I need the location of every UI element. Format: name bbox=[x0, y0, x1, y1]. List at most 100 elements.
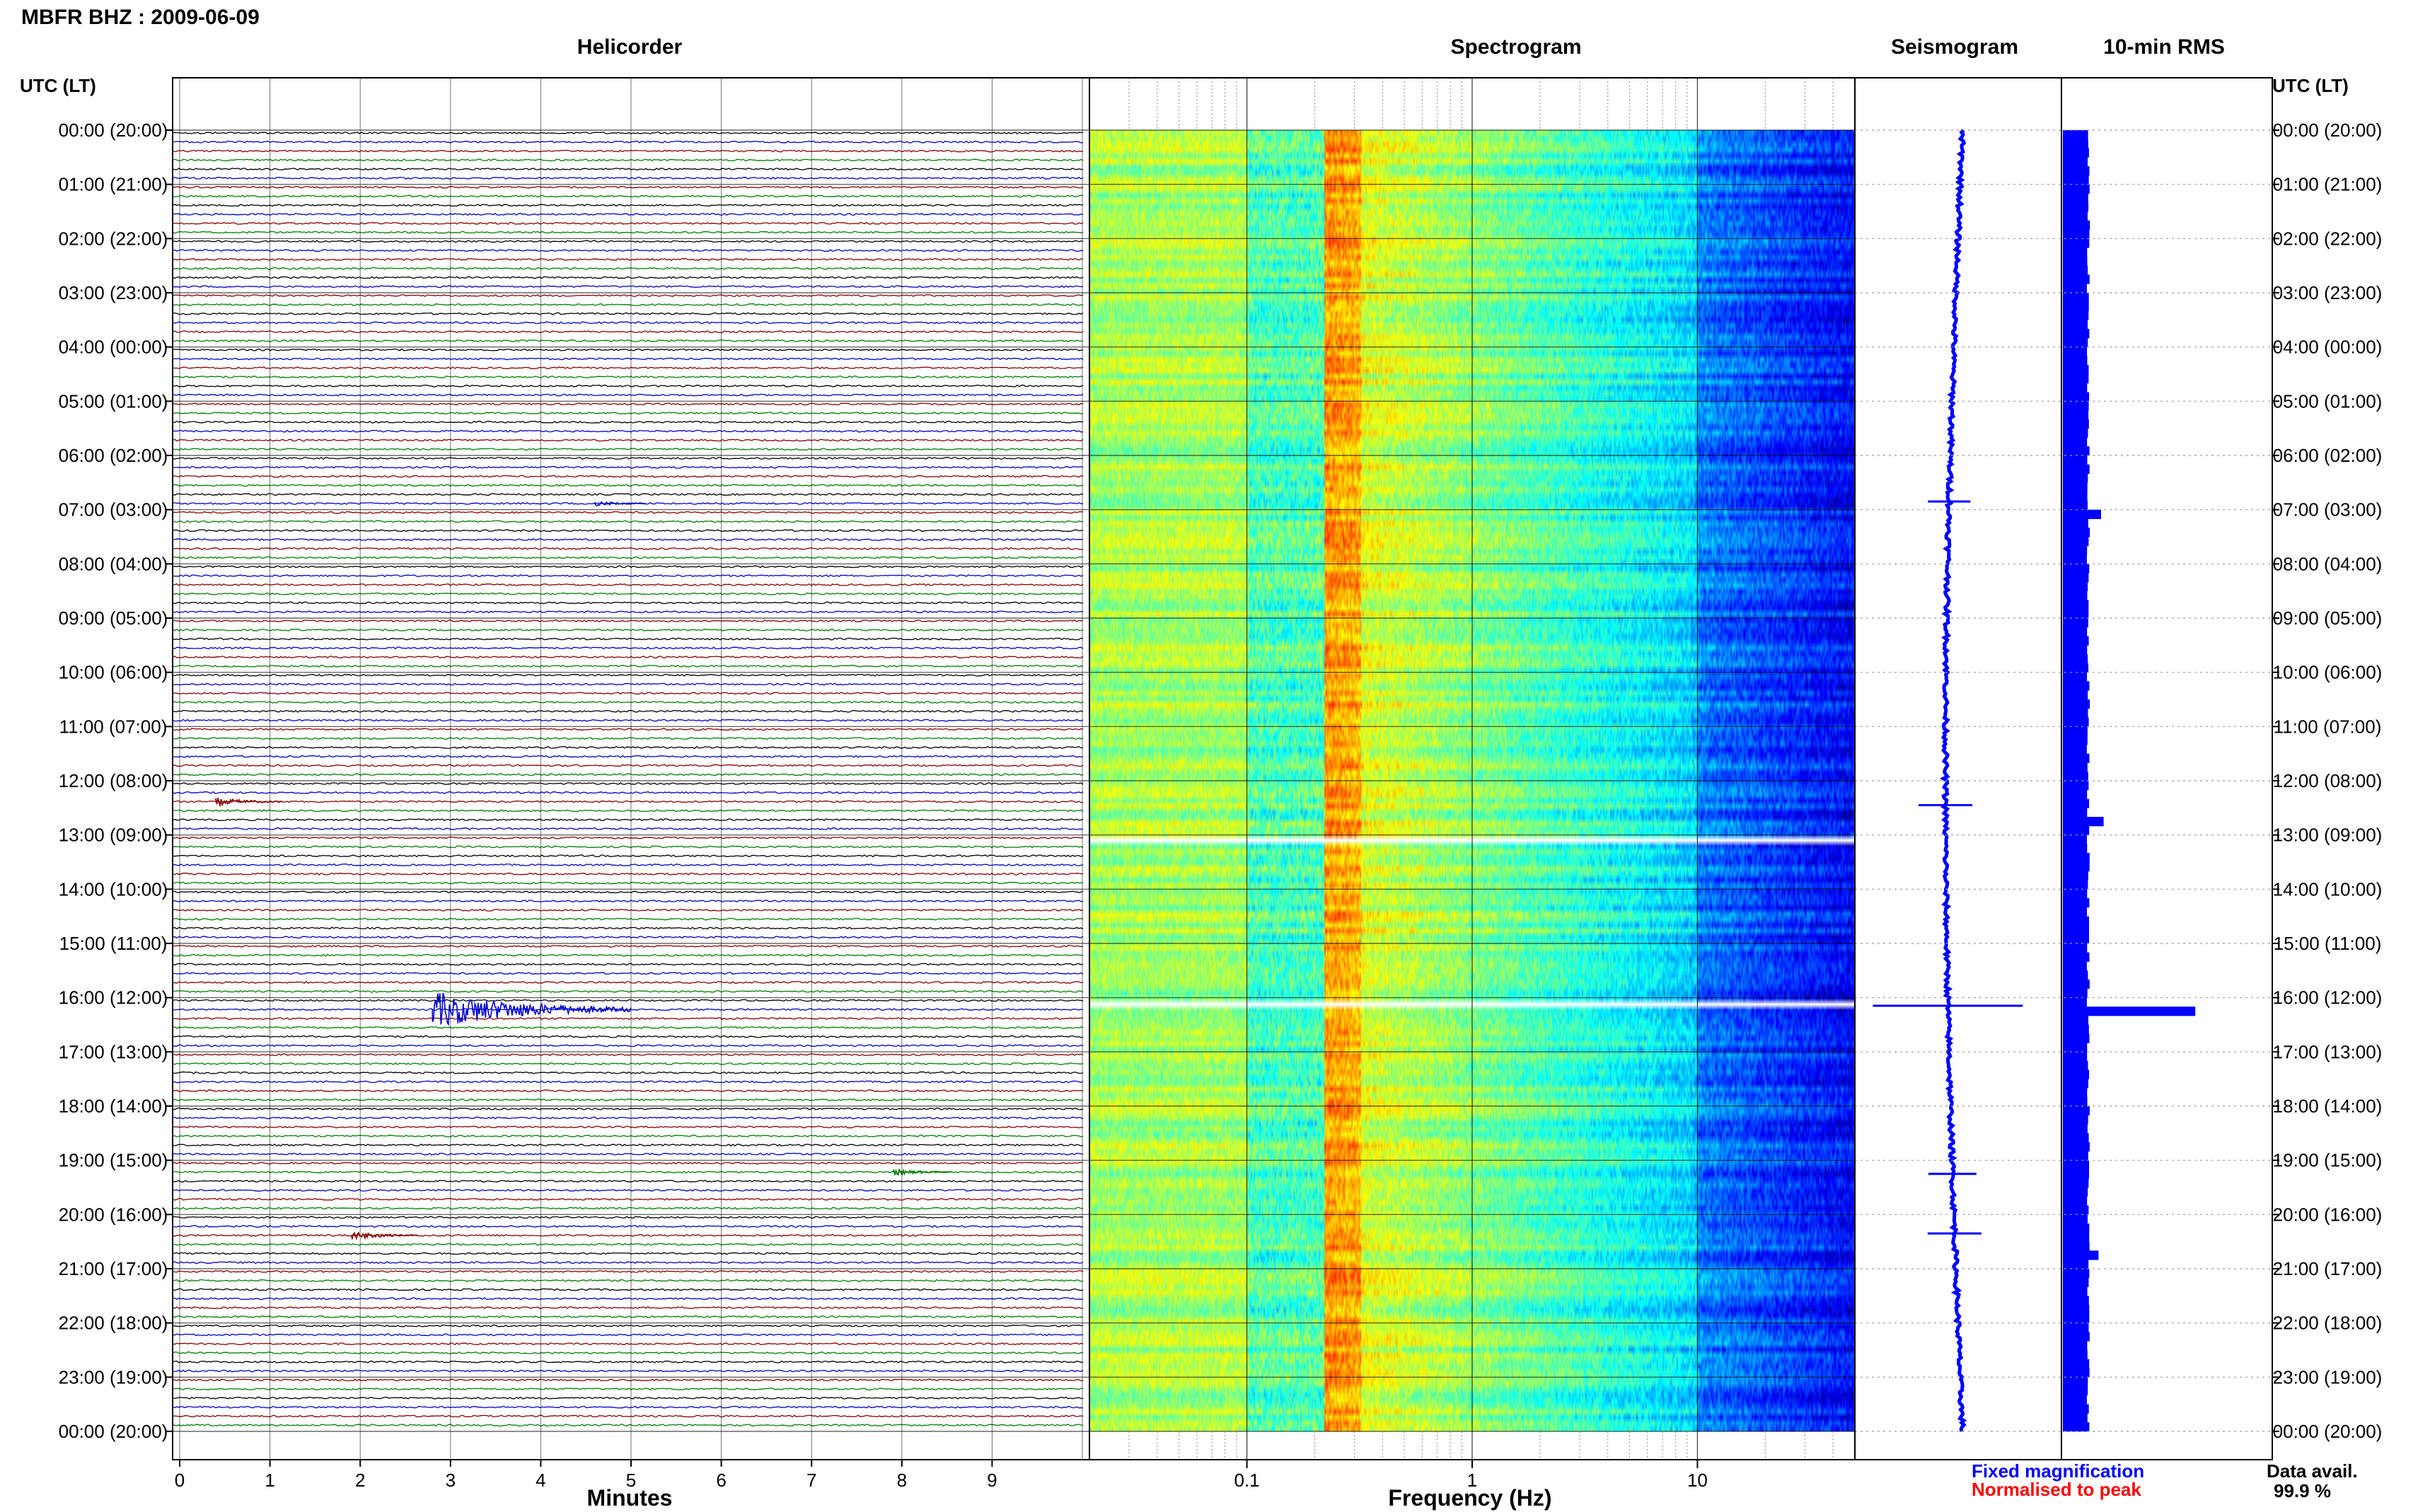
trace-row bbox=[172, 745, 1084, 749]
rms-bar bbox=[2063, 997, 2087, 1007]
rms-bar bbox=[2063, 356, 2088, 366]
trace-row bbox=[172, 881, 1084, 885]
trace-row bbox=[173, 1424, 1084, 1427]
rms-bar bbox=[2063, 591, 2088, 600]
rms-bar bbox=[2063, 1386, 2088, 1396]
trace-row bbox=[172, 728, 1084, 731]
y-tick-label-right: 01:00 (21:00) bbox=[2273, 174, 2383, 195]
trace-row bbox=[172, 168, 1084, 171]
trace-row bbox=[172, 565, 1084, 569]
y-tick-label-right: 03:00 (23:00) bbox=[2273, 282, 2383, 303]
rms-bar bbox=[2063, 907, 2087, 917]
trace-row bbox=[172, 376, 1084, 378]
rms-bar bbox=[2063, 392, 2090, 402]
rms-bar bbox=[2063, 238, 2090, 248]
station-title: MBFR BHZ : 2009-06-09 bbox=[21, 6, 260, 29]
trace-row bbox=[172, 755, 1084, 758]
rms-bar bbox=[2063, 1016, 2088, 1025]
y-tick-label-left: 17:00 (13:00) bbox=[59, 1041, 168, 1062]
y-tick-label-left: 04:00 (00:00) bbox=[59, 337, 168, 358]
rms-bar bbox=[2063, 1178, 2089, 1188]
trace-row bbox=[172, 863, 1084, 866]
trace-row bbox=[172, 646, 1084, 650]
rms-bar bbox=[2063, 1395, 2087, 1405]
rms-bar bbox=[2063, 1115, 2088, 1124]
event-waveform bbox=[594, 501, 647, 506]
trace-row bbox=[172, 240, 1084, 243]
trace-row bbox=[172, 312, 1084, 315]
trace-row bbox=[172, 204, 1084, 207]
trace-row bbox=[172, 800, 1084, 803]
y-tick-label-right: 22:00 (18:00) bbox=[2273, 1313, 2383, 1334]
rms-bar bbox=[2063, 1097, 2088, 1107]
x-tick-label-minutes: 3 bbox=[446, 1470, 456, 1491]
rms-bar bbox=[2063, 1088, 2088, 1098]
rms-bar bbox=[2063, 184, 2090, 194]
trace-row bbox=[172, 1324, 1084, 1327]
trace-row bbox=[172, 1252, 1084, 1255]
trace-row bbox=[172, 1360, 1084, 1363]
rms-bar bbox=[2063, 293, 2089, 303]
trace-row bbox=[172, 583, 1084, 586]
trace-row bbox=[172, 709, 1084, 713]
rms-bar bbox=[2063, 636, 2089, 646]
trace-row bbox=[172, 457, 1084, 460]
rms-bar bbox=[2063, 934, 2089, 944]
rms-bar bbox=[2063, 573, 2089, 583]
rms-bar bbox=[2063, 455, 2088, 465]
rms-bar bbox=[2063, 916, 2089, 926]
rms-bar bbox=[2063, 1187, 2088, 1197]
y-tick-label-left: 22:00 (18:00) bbox=[59, 1313, 168, 1334]
rms-bar bbox=[2063, 1169, 2089, 1179]
trace-row bbox=[172, 1134, 1084, 1138]
trace-row bbox=[172, 538, 1084, 541]
y-tick-label-right: 14:00 (10:00) bbox=[2273, 878, 2383, 900]
trace-row bbox=[172, 511, 1084, 514]
rms-bar bbox=[2063, 609, 2089, 619]
x-tick-label-minutes: 6 bbox=[716, 1470, 726, 1491]
rms-bar bbox=[2063, 545, 2088, 555]
trace-row bbox=[172, 936, 1084, 939]
trace-row bbox=[172, 1161, 1084, 1165]
trace-row bbox=[172, 1008, 1084, 1011]
rms-bar bbox=[2063, 1322, 2089, 1332]
rms-bar bbox=[2063, 1269, 2090, 1279]
trace-row bbox=[172, 1062, 1084, 1066]
rms-bar bbox=[2063, 1124, 2088, 1134]
trace-row bbox=[172, 1107, 1084, 1110]
trace-row bbox=[172, 158, 1084, 162]
y-tick-label-right: 19:00 (15:00) bbox=[2273, 1150, 2383, 1171]
y-tick-label-right: 18:00 (14:00) bbox=[2273, 1095, 2383, 1117]
rms-bar bbox=[2063, 1223, 2090, 1233]
rms-bar bbox=[2063, 753, 2090, 763]
rms-bar bbox=[2063, 1106, 2090, 1116]
rms-bar bbox=[2063, 1313, 2090, 1324]
trace-row bbox=[172, 1098, 1084, 1102]
rms-bars bbox=[2063, 130, 2196, 1432]
rms-bar bbox=[2063, 889, 2088, 899]
x-tick-label-minutes: 1 bbox=[265, 1470, 274, 1491]
panel-frame bbox=[2061, 77, 2273, 1460]
rms-bar bbox=[2063, 1033, 2090, 1043]
trace-row bbox=[172, 1035, 1084, 1038]
rms-bar bbox=[2063, 1404, 2089, 1414]
trace-row bbox=[172, 1089, 1084, 1093]
trace-row bbox=[172, 1351, 1084, 1354]
rms-bar bbox=[2063, 528, 2090, 537]
rms-bar bbox=[2063, 600, 2089, 610]
rms-bar bbox=[2063, 1232, 2090, 1243]
rms-bar bbox=[2063, 1042, 2088, 1052]
rms-bar bbox=[2063, 248, 2088, 257]
trace-row bbox=[172, 972, 1084, 975]
trace-row bbox=[172, 682, 1084, 686]
y-tick-label-right: 21:00 (17:00) bbox=[2273, 1258, 2383, 1279]
rms-bar bbox=[2063, 1277, 2089, 1287]
trace-row bbox=[172, 267, 1084, 270]
rms-bar bbox=[2063, 1296, 2089, 1305]
rms-bar bbox=[2063, 1260, 2089, 1269]
trace-row bbox=[172, 285, 1084, 289]
y-tick-label-left: 19:00 (15:00) bbox=[59, 1150, 168, 1171]
trace-row bbox=[172, 908, 1084, 912]
trace-row bbox=[172, 926, 1084, 930]
